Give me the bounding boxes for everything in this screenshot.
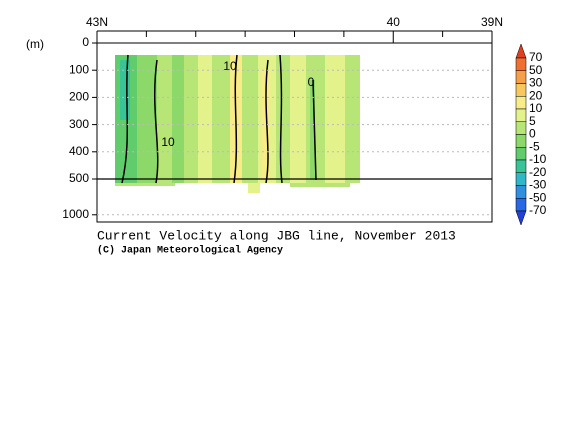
contour-label: 10 <box>161 135 175 149</box>
x-tick-label: 39N <box>481 15 503 29</box>
colorbar-label: 30 <box>529 76 543 90</box>
colorbar-bin <box>515 121 527 135</box>
colorbar-label: -5 <box>529 139 540 153</box>
y-tick-label: 1000 <box>62 207 89 221</box>
y-tick-label: 300 <box>69 117 89 131</box>
colorbar-bin <box>515 185 527 199</box>
colorbar-bin <box>515 172 527 186</box>
colorbar-bin <box>515 108 527 122</box>
colorbar-bin <box>515 83 527 97</box>
x-tick-label: 40 <box>387 15 401 29</box>
colorbar-bin <box>515 134 527 148</box>
contour-label: 10 <box>223 59 237 73</box>
colorbar-label: -30 <box>529 178 547 192</box>
y-tick-label: 200 <box>69 90 89 104</box>
contour-label: 0 <box>308 75 315 89</box>
colorbar-label: -50 <box>529 190 547 204</box>
colorbar-bin <box>515 70 527 84</box>
colorbar-bin <box>515 96 527 110</box>
colorbar-label: -10 <box>529 152 547 166</box>
colorbar-end <box>515 43 527 59</box>
y-tick-label: 100 <box>69 62 89 76</box>
colorbar-bin <box>515 159 527 173</box>
colorbar-label: 0 <box>529 127 536 141</box>
colorbar-label: 50 <box>529 63 543 77</box>
colorbar-bin <box>515 147 527 161</box>
colorbar-label: 70 <box>529 50 543 64</box>
colorbar-label: 5 <box>529 114 536 128</box>
colorbar-bin <box>515 198 527 212</box>
y-tick-label: 0 <box>82 35 89 49</box>
colorbar-label: 20 <box>529 88 543 102</box>
y-tick-label: 400 <box>69 144 89 158</box>
y-axis-label: (m) <box>26 37 44 51</box>
chart-subtitle: (C) Japan Meteorological Agency <box>97 245 283 257</box>
colorbar-end <box>515 210 527 226</box>
chart-title: Current Velocity along JBG line, Novembe… <box>97 228 456 243</box>
colorbar-label: -20 <box>529 165 547 179</box>
colorbar-label: 10 <box>529 101 543 115</box>
x-tick-label: 43N <box>86 15 108 29</box>
y-tick-label: 500 <box>69 171 89 185</box>
velocity-field <box>115 54 360 193</box>
plot-frame <box>96 42 493 223</box>
colorbar-label: -70 <box>529 203 547 217</box>
colorbar-bin <box>515 57 527 71</box>
